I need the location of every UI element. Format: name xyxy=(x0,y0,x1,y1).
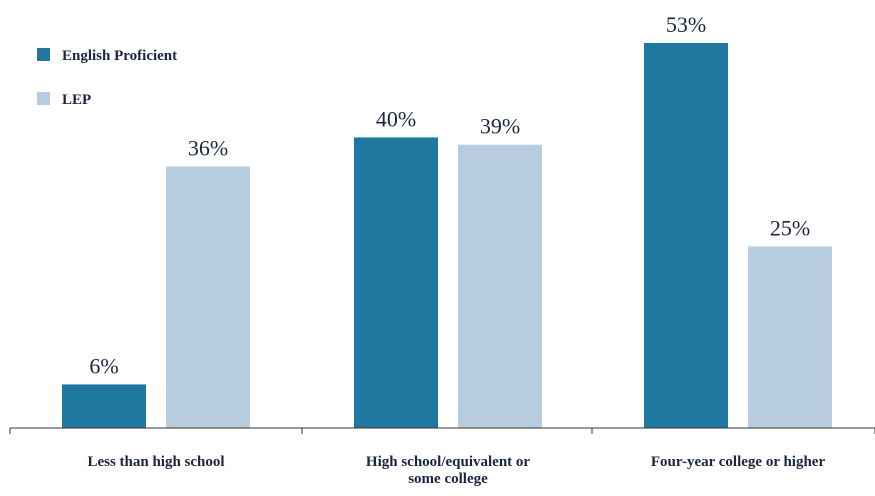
category-label-2-line-2: some college xyxy=(408,471,488,487)
value-label-lep-2: 39% xyxy=(480,114,520,139)
legend-label-english-proficient: English Proficient xyxy=(62,48,177,64)
category-label-3: Four-year college or higher xyxy=(651,454,826,470)
category-label-2-line-1: High school/equivalent or xyxy=(366,454,531,470)
bar-lep-3 xyxy=(748,246,832,428)
bar-english-proficient-3 xyxy=(644,43,728,428)
bars-group xyxy=(62,43,832,428)
x-axis xyxy=(9,427,875,434)
bar-lep-1 xyxy=(166,166,250,428)
bar-english-proficient-1 xyxy=(62,384,146,428)
value-label-english-proficient-1: 6% xyxy=(89,353,118,378)
value-label-english-proficient-3: 53% xyxy=(666,12,706,37)
bar-english-proficient-2 xyxy=(354,137,438,428)
legend-swatch-lep xyxy=(37,92,50,105)
category-label-1-line-1: Less than high school xyxy=(87,454,224,470)
category-label-3-line-1: Four-year college or higher xyxy=(651,454,826,470)
legend-label-lep: LEP xyxy=(62,92,91,108)
category-labels-group: Less than high school High school/equival… xyxy=(87,454,825,487)
legend-swatch-english-proficient xyxy=(37,48,50,61)
value-label-english-proficient-2: 40% xyxy=(376,106,416,131)
bar-lep-2 xyxy=(458,144,542,428)
value-label-lep-1: 36% xyxy=(188,135,228,160)
value-label-lep-3: 25% xyxy=(770,215,810,240)
value-labels-group: 6% 40% 53% 36% 39% 25% xyxy=(89,12,810,378)
legend: English Proficient LEP xyxy=(37,48,177,108)
category-label-2: High school/equivalent or some college xyxy=(366,454,531,487)
category-label-1: Less than high school xyxy=(87,454,224,470)
